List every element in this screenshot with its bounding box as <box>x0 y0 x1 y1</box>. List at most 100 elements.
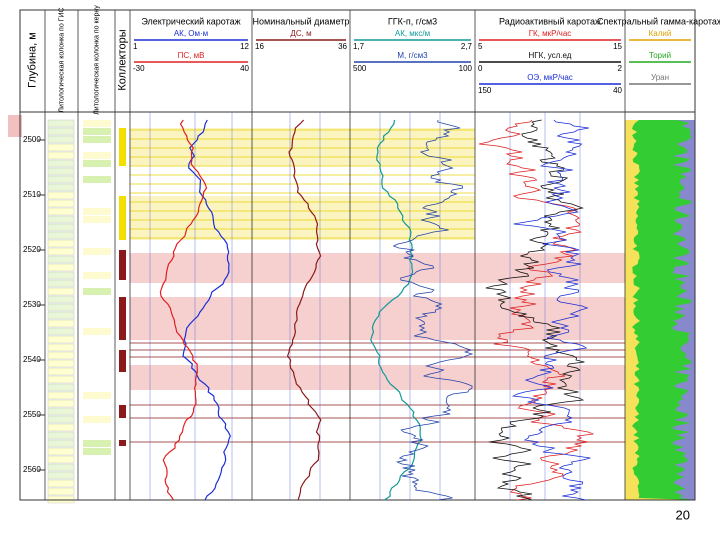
log-curve <box>478 119 594 501</box>
lith-cell <box>47 255 75 264</box>
lith-cell <box>47 135 75 144</box>
lith-cell <box>47 479 75 488</box>
depth-label: 2550 <box>23 410 41 419</box>
curve-name: ОЭ, мкР/час <box>527 73 573 82</box>
log-curve <box>370 119 423 501</box>
core-cell <box>83 128 111 135</box>
pink-band <box>130 253 625 283</box>
lith-cell <box>47 199 75 208</box>
lith-cell <box>47 295 75 304</box>
lith-cell <box>47 127 75 136</box>
frame <box>19 9 696 501</box>
depth-label: 2500 <box>23 135 41 144</box>
curve-name: Уран <box>651 73 669 82</box>
core-cell <box>83 272 111 279</box>
curve-name: Торий <box>649 51 671 60</box>
core-cell <box>83 288 111 295</box>
lith-cell <box>47 159 75 168</box>
spectral-green <box>630 120 695 500</box>
lith-cell <box>47 351 75 360</box>
depth-label: 2560 <box>23 465 41 474</box>
track-title: Литологическая колонка по керну <box>93 5 100 115</box>
pink-band <box>130 297 625 340</box>
depth-label: 2510 <box>23 190 41 199</box>
lith-cell <box>47 215 75 224</box>
core-cell <box>83 216 111 223</box>
collector <box>119 297 126 340</box>
lith-cell <box>47 247 75 256</box>
core-cell <box>83 392 111 399</box>
scale-max: 12 <box>240 42 249 51</box>
yellow-band <box>130 196 475 240</box>
log-curve <box>392 119 474 501</box>
lith-cell <box>47 399 75 408</box>
yellow-band <box>130 128 475 166</box>
lith-cell <box>47 335 75 344</box>
lith-cell <box>47 143 75 152</box>
spectral-purple <box>672 120 695 500</box>
scale-min: -30 <box>133 64 145 73</box>
track-title: Электрический каротаж <box>141 16 240 26</box>
lith-cell <box>47 151 75 160</box>
lith-cell <box>47 311 75 320</box>
lith-cell <box>47 487 75 496</box>
track-title: Радиоактивный каротаж <box>499 16 601 26</box>
core-cell <box>83 160 111 167</box>
depth-label: 2520 <box>23 245 41 254</box>
core-cell <box>83 328 111 335</box>
curve-name: АК, мкс/м <box>395 29 430 38</box>
scale-max: 40 <box>613 86 622 95</box>
curve-name: НГК, усл.ед <box>529 51 572 60</box>
lith-cell <box>47 447 75 456</box>
log-curve <box>286 119 322 501</box>
core-cell <box>83 208 111 215</box>
lith-cell <box>47 407 75 416</box>
collector <box>119 196 126 240</box>
scale-max: 2,7 <box>461 42 473 51</box>
core-cell <box>83 152 111 159</box>
collector <box>119 128 126 166</box>
lith-cell <box>47 191 75 200</box>
scale-max: 36 <box>338 42 347 51</box>
lith-cell <box>47 271 75 280</box>
scale-min: 150 <box>478 86 492 95</box>
lith-cell <box>47 327 75 336</box>
track-title: ГГК-п, г/см3 <box>388 16 437 26</box>
lith-cell <box>47 471 75 480</box>
track-title: Номинальный диаметр <box>253 16 350 26</box>
pink-band <box>130 365 625 390</box>
curve-name: ДС, м <box>290 29 311 38</box>
scale-min: 1,7 <box>353 42 365 51</box>
core-cell <box>83 120 111 127</box>
lith-cell <box>47 231 75 240</box>
lith-cell <box>47 119 75 128</box>
log-curve <box>159 119 208 501</box>
log-curve <box>511 119 591 501</box>
lith-cell <box>47 439 75 448</box>
core-cell <box>83 176 111 183</box>
core-cell <box>83 248 111 255</box>
scale-min: 16 <box>255 42 264 51</box>
lith-cell <box>47 239 75 248</box>
lith-cell <box>47 383 75 392</box>
track-title: Спектральный гамма-каротаж <box>597 16 720 26</box>
curve-name: ГК, мкР/час <box>529 29 572 38</box>
collector <box>119 440 126 446</box>
lith-cell <box>47 319 75 328</box>
track-title: Глубина, м <box>26 32 38 88</box>
lith-cell <box>47 279 75 288</box>
scale-min: 0 <box>478 64 483 73</box>
core-cell <box>83 416 111 423</box>
scale-max: 2 <box>618 64 623 73</box>
decor <box>8 115 22 137</box>
collector <box>119 250 126 280</box>
track-title: Коллекторы <box>116 29 128 90</box>
curve-name: ПС, мВ <box>178 51 205 60</box>
curve-name: АК, Ом·м <box>174 29 208 38</box>
log-curve <box>182 119 231 501</box>
scale-max: 15 <box>613 42 622 51</box>
curve-name: Калий <box>649 29 672 38</box>
lith-cell <box>47 431 75 440</box>
